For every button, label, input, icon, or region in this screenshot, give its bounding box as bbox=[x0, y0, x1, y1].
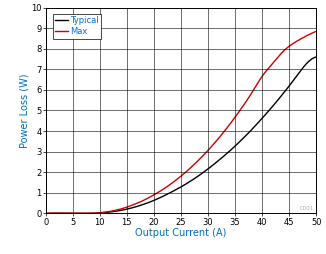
Max bbox=[265, 68, 269, 71]
Typical bbox=[174, 188, 178, 191]
Typical bbox=[205, 168, 209, 171]
Y-axis label: Power Loss (W): Power Loss (W) bbox=[20, 73, 30, 148]
Typical bbox=[44, 212, 48, 215]
Typical bbox=[314, 55, 318, 58]
Max bbox=[205, 150, 209, 153]
Max bbox=[172, 180, 176, 183]
Typical bbox=[308, 59, 312, 62]
Line: Typical: Typical bbox=[46, 57, 316, 213]
Typical bbox=[172, 189, 176, 192]
Typical bbox=[265, 111, 269, 114]
Max bbox=[44, 212, 48, 215]
Max bbox=[190, 165, 194, 168]
Text: C001: C001 bbox=[299, 206, 314, 211]
Max bbox=[314, 30, 318, 33]
Line: Max: Max bbox=[46, 31, 316, 213]
Legend: Typical, Max: Typical, Max bbox=[52, 14, 101, 39]
X-axis label: Output Current (A): Output Current (A) bbox=[135, 228, 227, 238]
Max bbox=[308, 33, 312, 36]
Typical bbox=[190, 179, 194, 182]
Max bbox=[174, 179, 178, 182]
